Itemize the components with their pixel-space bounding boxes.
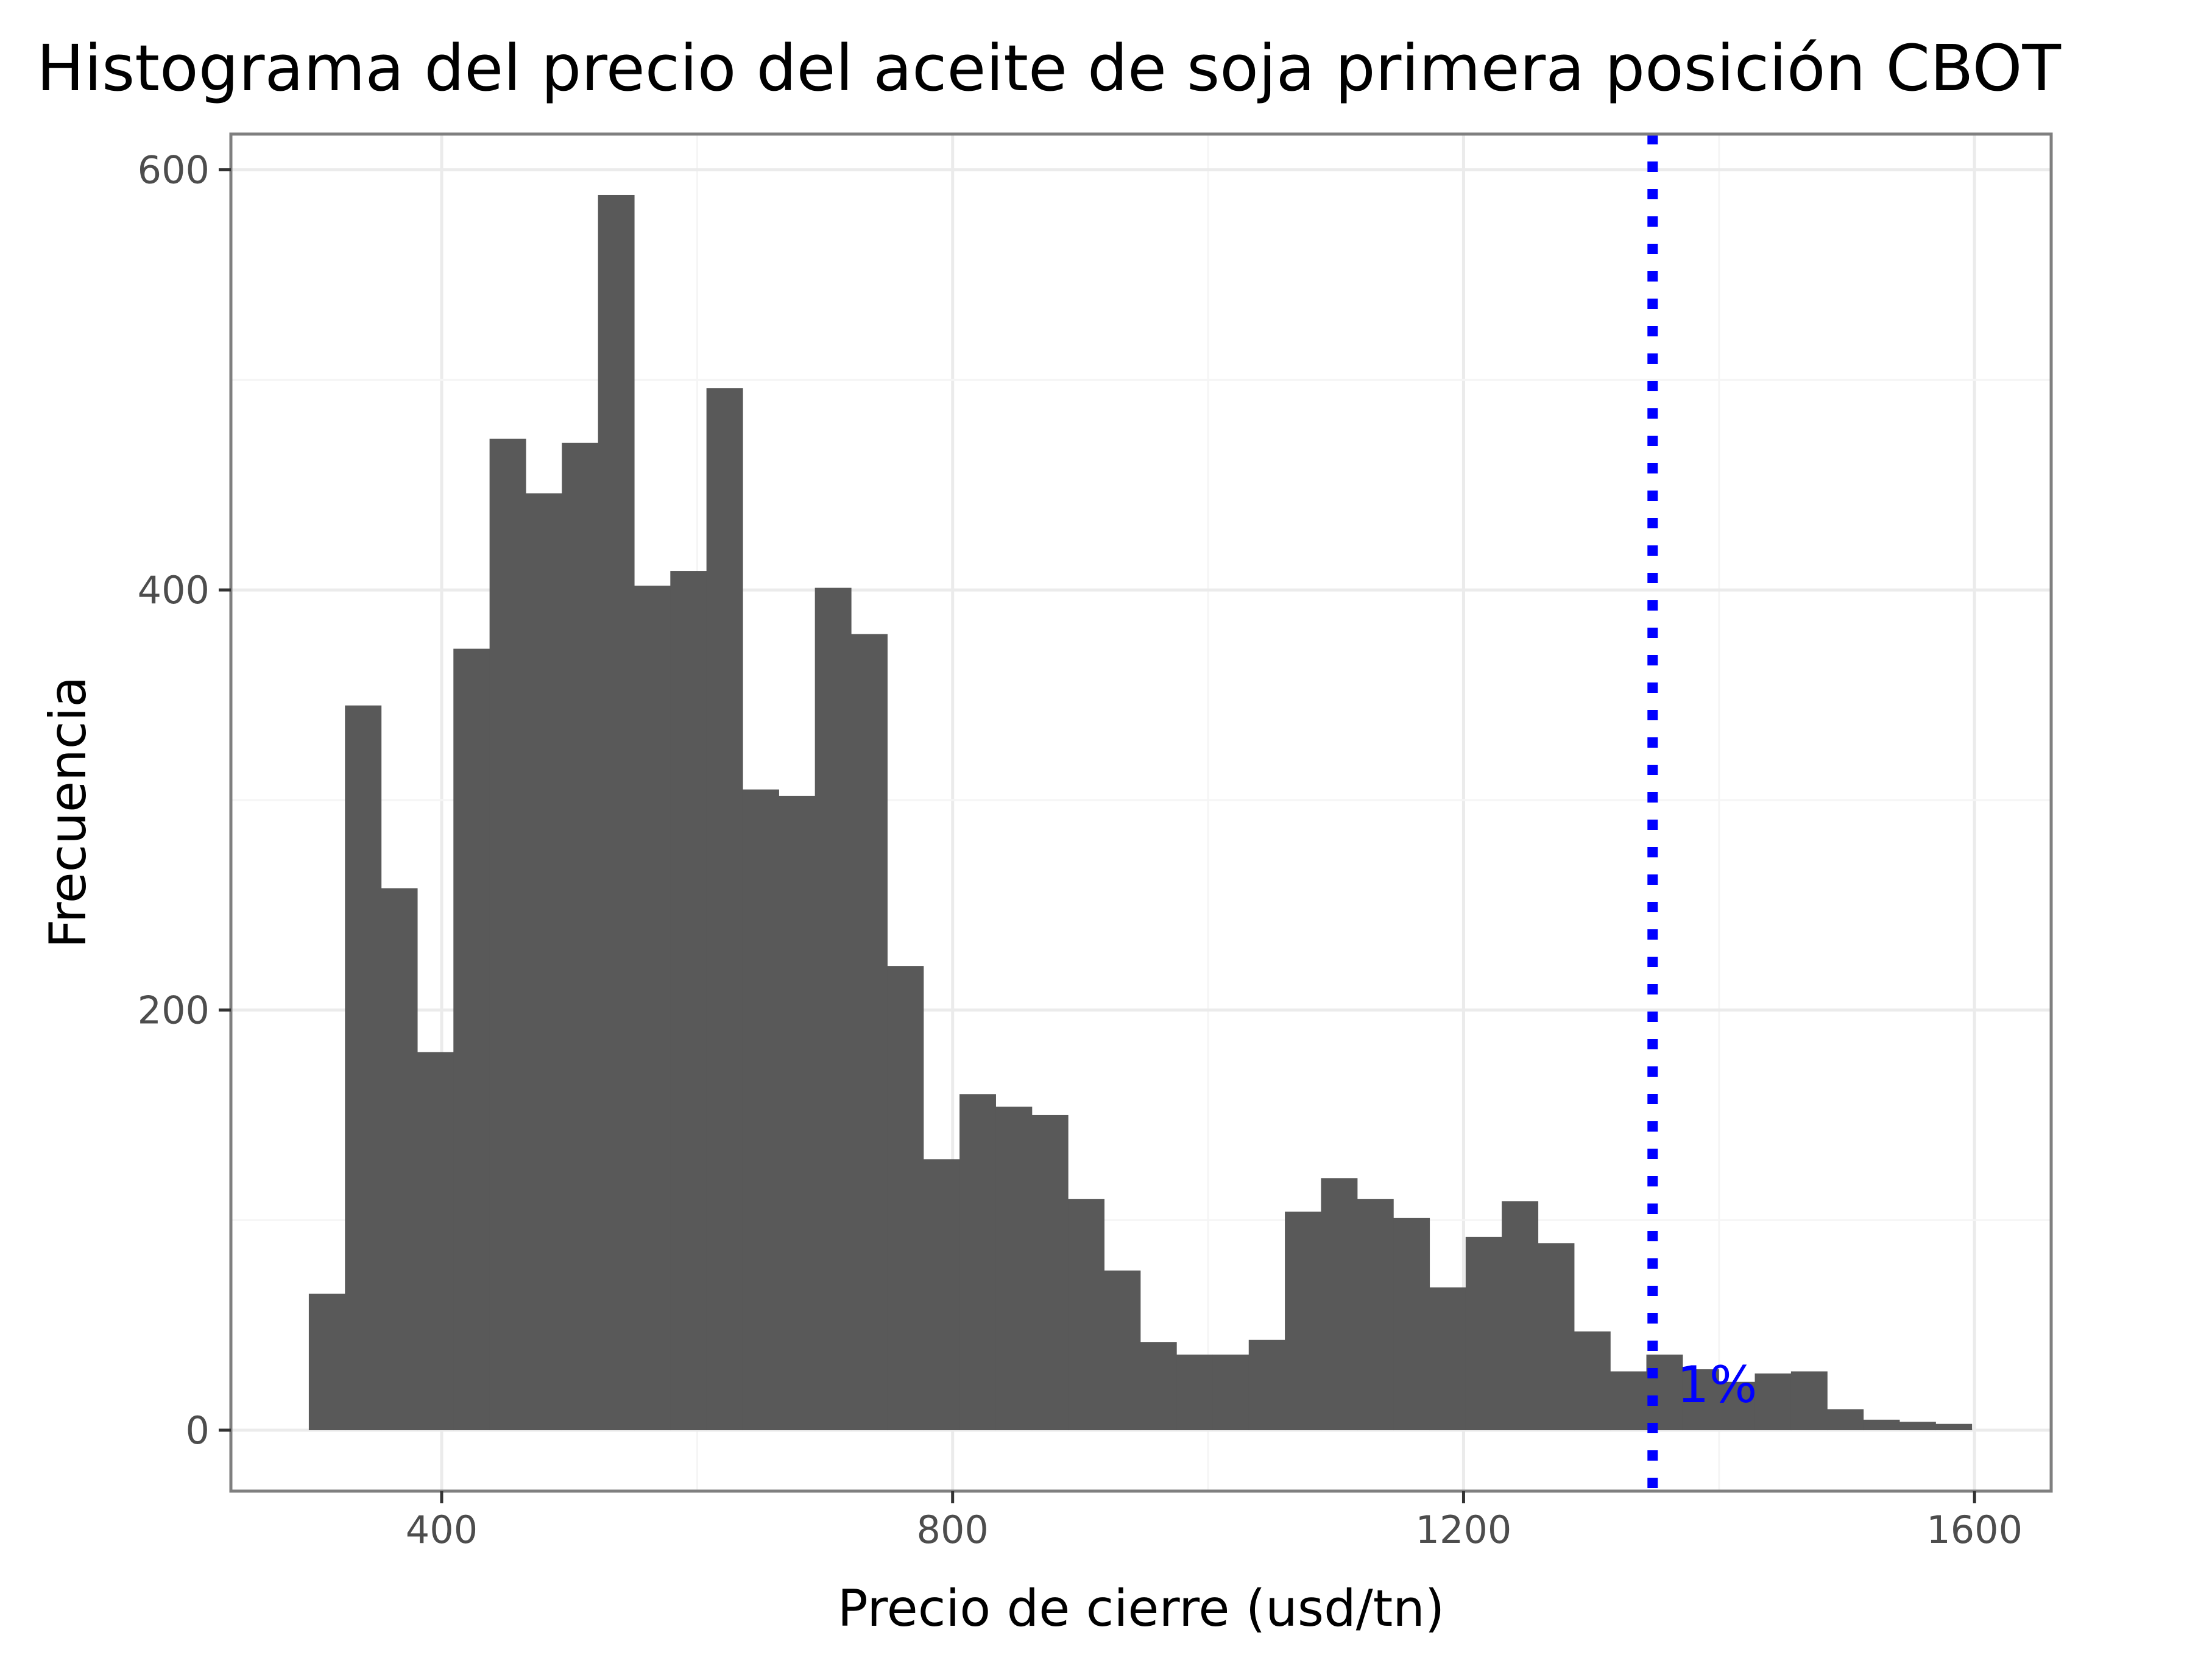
- histogram-bar: [742, 789, 779, 1431]
- reference-line-group: 1%: [1647, 134, 1758, 1491]
- y-axis-ticks: 0 200 400 600: [138, 148, 231, 1453]
- histogram-bar: [1682, 1369, 1719, 1431]
- histogram-bars: [308, 194, 1973, 1431]
- histogram-bar: [1790, 1371, 1828, 1431]
- histogram-bar: [923, 1159, 960, 1431]
- histogram-bar: [1863, 1419, 1900, 1431]
- histogram-bar: [308, 1293, 345, 1431]
- histogram-bar: [1899, 1422, 1936, 1431]
- histogram-bar: [1754, 1373, 1792, 1431]
- histogram-bar: [1827, 1409, 1864, 1431]
- histogram-bar: [562, 442, 599, 1431]
- histogram-bar: [1935, 1423, 1973, 1431]
- histogram-bar: [345, 705, 382, 1431]
- x-tick-label: 800: [917, 1508, 989, 1552]
- histogram-bar: [959, 1094, 996, 1431]
- histogram-bar: [1719, 1381, 1756, 1431]
- x-tick-label: 1200: [1416, 1508, 1512, 1552]
- histogram-bar: [1248, 1339, 1285, 1431]
- y-axis-title: Frecuencia: [38, 676, 97, 949]
- histogram-bar: [1031, 1115, 1069, 1431]
- histogram-bar: [1285, 1211, 1322, 1431]
- histogram-bar: [1610, 1371, 1647, 1431]
- histogram-bar: [670, 571, 707, 1431]
- histogram-bar: [851, 634, 888, 1431]
- histogram-bar: [814, 587, 852, 1431]
- histogram-bar: [706, 388, 743, 1431]
- histogram-bar: [634, 586, 671, 1431]
- y-tick-label: 600: [138, 148, 210, 193]
- y-tick-label: 400: [138, 568, 210, 612]
- histogram-bar: [598, 194, 635, 1431]
- histogram-bar: [1429, 1287, 1466, 1431]
- histogram-bar: [453, 648, 490, 1431]
- histogram-bar: [1574, 1331, 1611, 1431]
- histogram-bar: [1538, 1243, 1575, 1431]
- x-axis-ticks: 400 800 1200 1600: [406, 1491, 2023, 1552]
- histogram-bar: [1104, 1271, 1141, 1431]
- histogram-bar: [995, 1107, 1033, 1431]
- histogram-bar: [1212, 1354, 1249, 1431]
- x-axis-title: Precio de cierre (usd/tn): [838, 1579, 1445, 1638]
- histogram-bar: [1321, 1178, 1358, 1431]
- x-tick-label: 400: [406, 1508, 478, 1552]
- histogram-bar: [1176, 1354, 1214, 1431]
- histogram-bar: [1465, 1236, 1502, 1431]
- y-tick-label: 0: [186, 1408, 210, 1453]
- reference-line-label: 1%: [1677, 1355, 1758, 1414]
- panel-border: [229, 132, 2053, 1493]
- histogram-bar: [489, 438, 526, 1431]
- histogram-bar: [1068, 1199, 1105, 1431]
- histogram-bar: [887, 966, 924, 1431]
- chart-title: Histograma del precio del aceite de soja…: [37, 31, 2061, 105]
- histogram-bar: [1502, 1201, 1539, 1431]
- x-tick-label: 1600: [1926, 1508, 2023, 1552]
- histogram-bar: [417, 1052, 454, 1431]
- histogram-bar: [1393, 1218, 1430, 1431]
- histogram-bar: [381, 888, 418, 1431]
- histogram-bar: [1357, 1199, 1394, 1431]
- y-tick-label: 200: [138, 988, 210, 1033]
- histogram-bar: [525, 493, 562, 1431]
- histogram-bar: [1646, 1354, 1683, 1431]
- histogram-bar: [1140, 1342, 1177, 1431]
- histogram-bar: [779, 795, 816, 1431]
